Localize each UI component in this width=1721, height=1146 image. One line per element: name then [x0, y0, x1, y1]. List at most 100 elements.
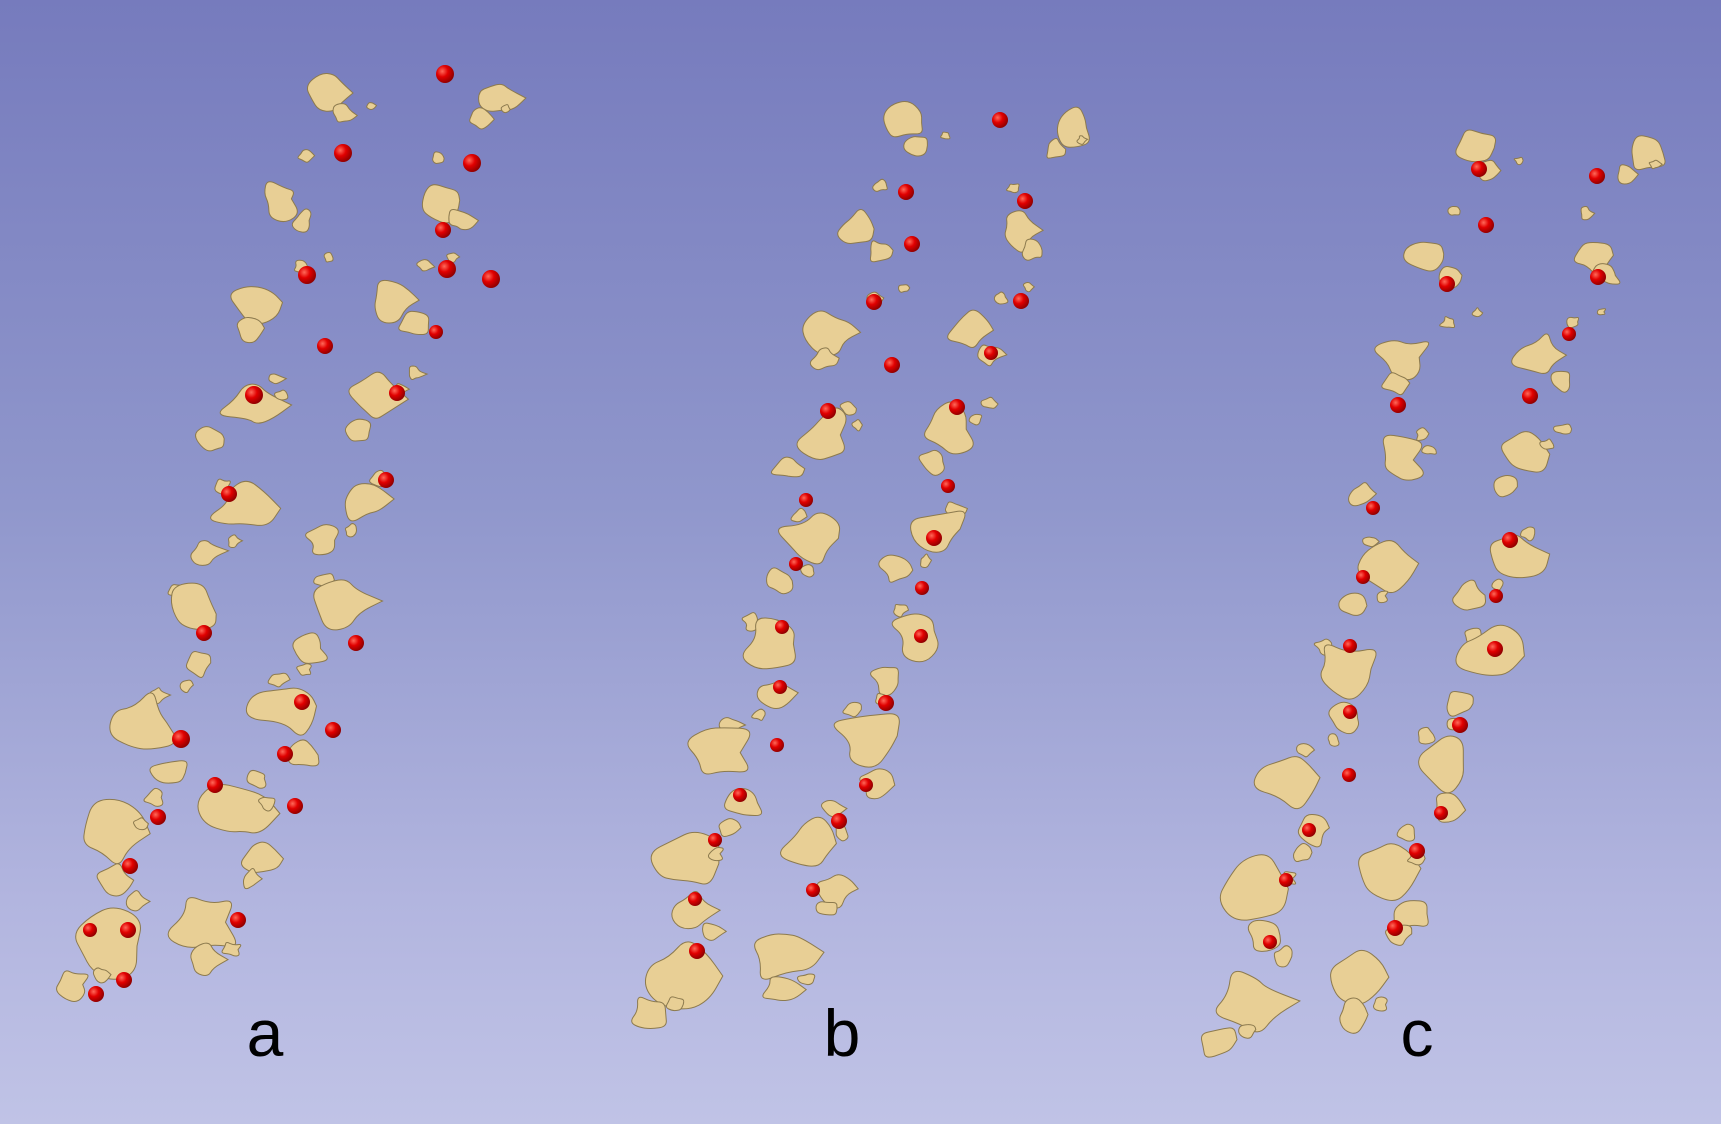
landmark-marker	[196, 625, 212, 641]
bone-fragment	[56, 970, 89, 1002]
bone-fragment	[306, 72, 354, 112]
bone-fragment	[1553, 423, 1573, 435]
landmark-marker	[859, 778, 873, 792]
bone-fragment	[631, 996, 667, 1029]
landmark-marker	[1263, 935, 1277, 949]
bone-fragment	[1471, 307, 1484, 318]
bone-fragment	[839, 401, 857, 416]
landmark-marker	[799, 493, 813, 507]
bone-fragment	[1046, 137, 1067, 159]
bone-fragment	[920, 553, 933, 569]
bone-fragment	[344, 418, 372, 442]
landmark-marker	[926, 530, 942, 546]
bone-fragment	[469, 107, 495, 130]
landmark-marker	[1409, 843, 1425, 859]
landmark-marker	[1434, 806, 1448, 820]
bone-fragment	[344, 523, 358, 538]
bone-fragment	[149, 760, 188, 784]
bone-fragment	[92, 967, 112, 984]
bone-fragment	[1617, 164, 1640, 185]
landmark-marker	[436, 65, 454, 83]
landmark-marker	[688, 892, 702, 906]
landmark-marker	[463, 154, 481, 172]
bone-fragment	[1489, 534, 1551, 579]
bone-fragment	[1513, 156, 1524, 166]
bone-fragment	[398, 310, 430, 336]
landmark-marker	[116, 972, 132, 988]
panel-a-label: a	[246, 996, 284, 1070]
landmark-marker	[1439, 276, 1455, 292]
bone-fragment	[1416, 427, 1430, 441]
landmark-marker	[878, 695, 894, 711]
landmark-marker	[1387, 920, 1403, 936]
landmark-marker	[831, 813, 847, 829]
bone-fragment	[754, 933, 825, 980]
landmark-marker	[435, 222, 451, 238]
bone-fragment	[903, 136, 928, 157]
bone-fragment	[1327, 733, 1340, 747]
landmark-marker	[230, 912, 246, 928]
bone-fragment	[305, 524, 339, 556]
landmark-marker	[1478, 217, 1494, 233]
landmark-marker	[317, 338, 333, 354]
bone-fragment	[1296, 743, 1316, 758]
bone-fragment	[802, 310, 862, 356]
bone-fragment	[374, 279, 420, 324]
landmark-marker	[389, 385, 405, 401]
bone-fragment	[1418, 735, 1464, 794]
landmark-marker	[806, 883, 820, 897]
landmark-marker	[172, 730, 190, 748]
bone-fragment	[947, 309, 995, 348]
bone-fragment	[1501, 431, 1551, 473]
bone-fragment	[770, 456, 806, 478]
landmark-marker	[884, 357, 900, 373]
bottom-margin	[0, 1124, 1721, 1146]
bone-fragment	[766, 567, 794, 595]
landmark-marker	[773, 680, 787, 694]
landmark-marker	[245, 386, 263, 404]
bone-fragment	[751, 708, 766, 721]
landmark-marker	[866, 294, 882, 310]
landmark-marker	[1471, 161, 1487, 177]
landmark-marker	[898, 184, 914, 200]
landmark-marker	[298, 266, 316, 284]
bone-fragment	[230, 286, 284, 325]
landmark-marker	[992, 112, 1008, 128]
bone-fragment	[221, 942, 242, 957]
panel-c-label: c	[1400, 996, 1434, 1070]
bone-fragment	[1006, 183, 1020, 194]
bone-fragment	[167, 897, 237, 948]
landmark-marker	[207, 777, 223, 793]
bone-fragment	[718, 818, 742, 837]
bone-fragment	[170, 582, 217, 630]
panel-c-rendering	[1200, 129, 1666, 1058]
bone-fragment	[1566, 316, 1580, 329]
bone-fragment	[332, 103, 359, 123]
landmark-marker	[325, 722, 341, 738]
landmark-marker	[941, 479, 955, 493]
bone-fragment	[1358, 843, 1422, 901]
panel-b-label: b	[823, 996, 861, 1070]
bone-fragment	[893, 603, 910, 618]
bone-fragment	[1447, 205, 1461, 216]
landmark-marker	[287, 798, 303, 814]
bone-fragment	[268, 373, 288, 385]
bone-fragment	[800, 564, 815, 578]
bone-fragment	[500, 104, 511, 114]
bone-fragment	[1439, 316, 1456, 329]
bone-fragment	[292, 632, 328, 664]
bone-fragment	[1539, 438, 1555, 450]
bone-fragment	[133, 817, 149, 831]
bone-fragment	[1550, 370, 1571, 393]
bone-fragment	[820, 799, 848, 818]
bone-fragment	[924, 401, 974, 455]
bone-fragment	[796, 407, 847, 460]
bone-fragment	[815, 901, 838, 916]
bone-fragment	[478, 83, 527, 112]
bone-fragment	[109, 692, 176, 750]
bone-fragment	[408, 365, 429, 381]
bone-fragment	[432, 151, 445, 164]
bone-fragment	[446, 252, 461, 263]
